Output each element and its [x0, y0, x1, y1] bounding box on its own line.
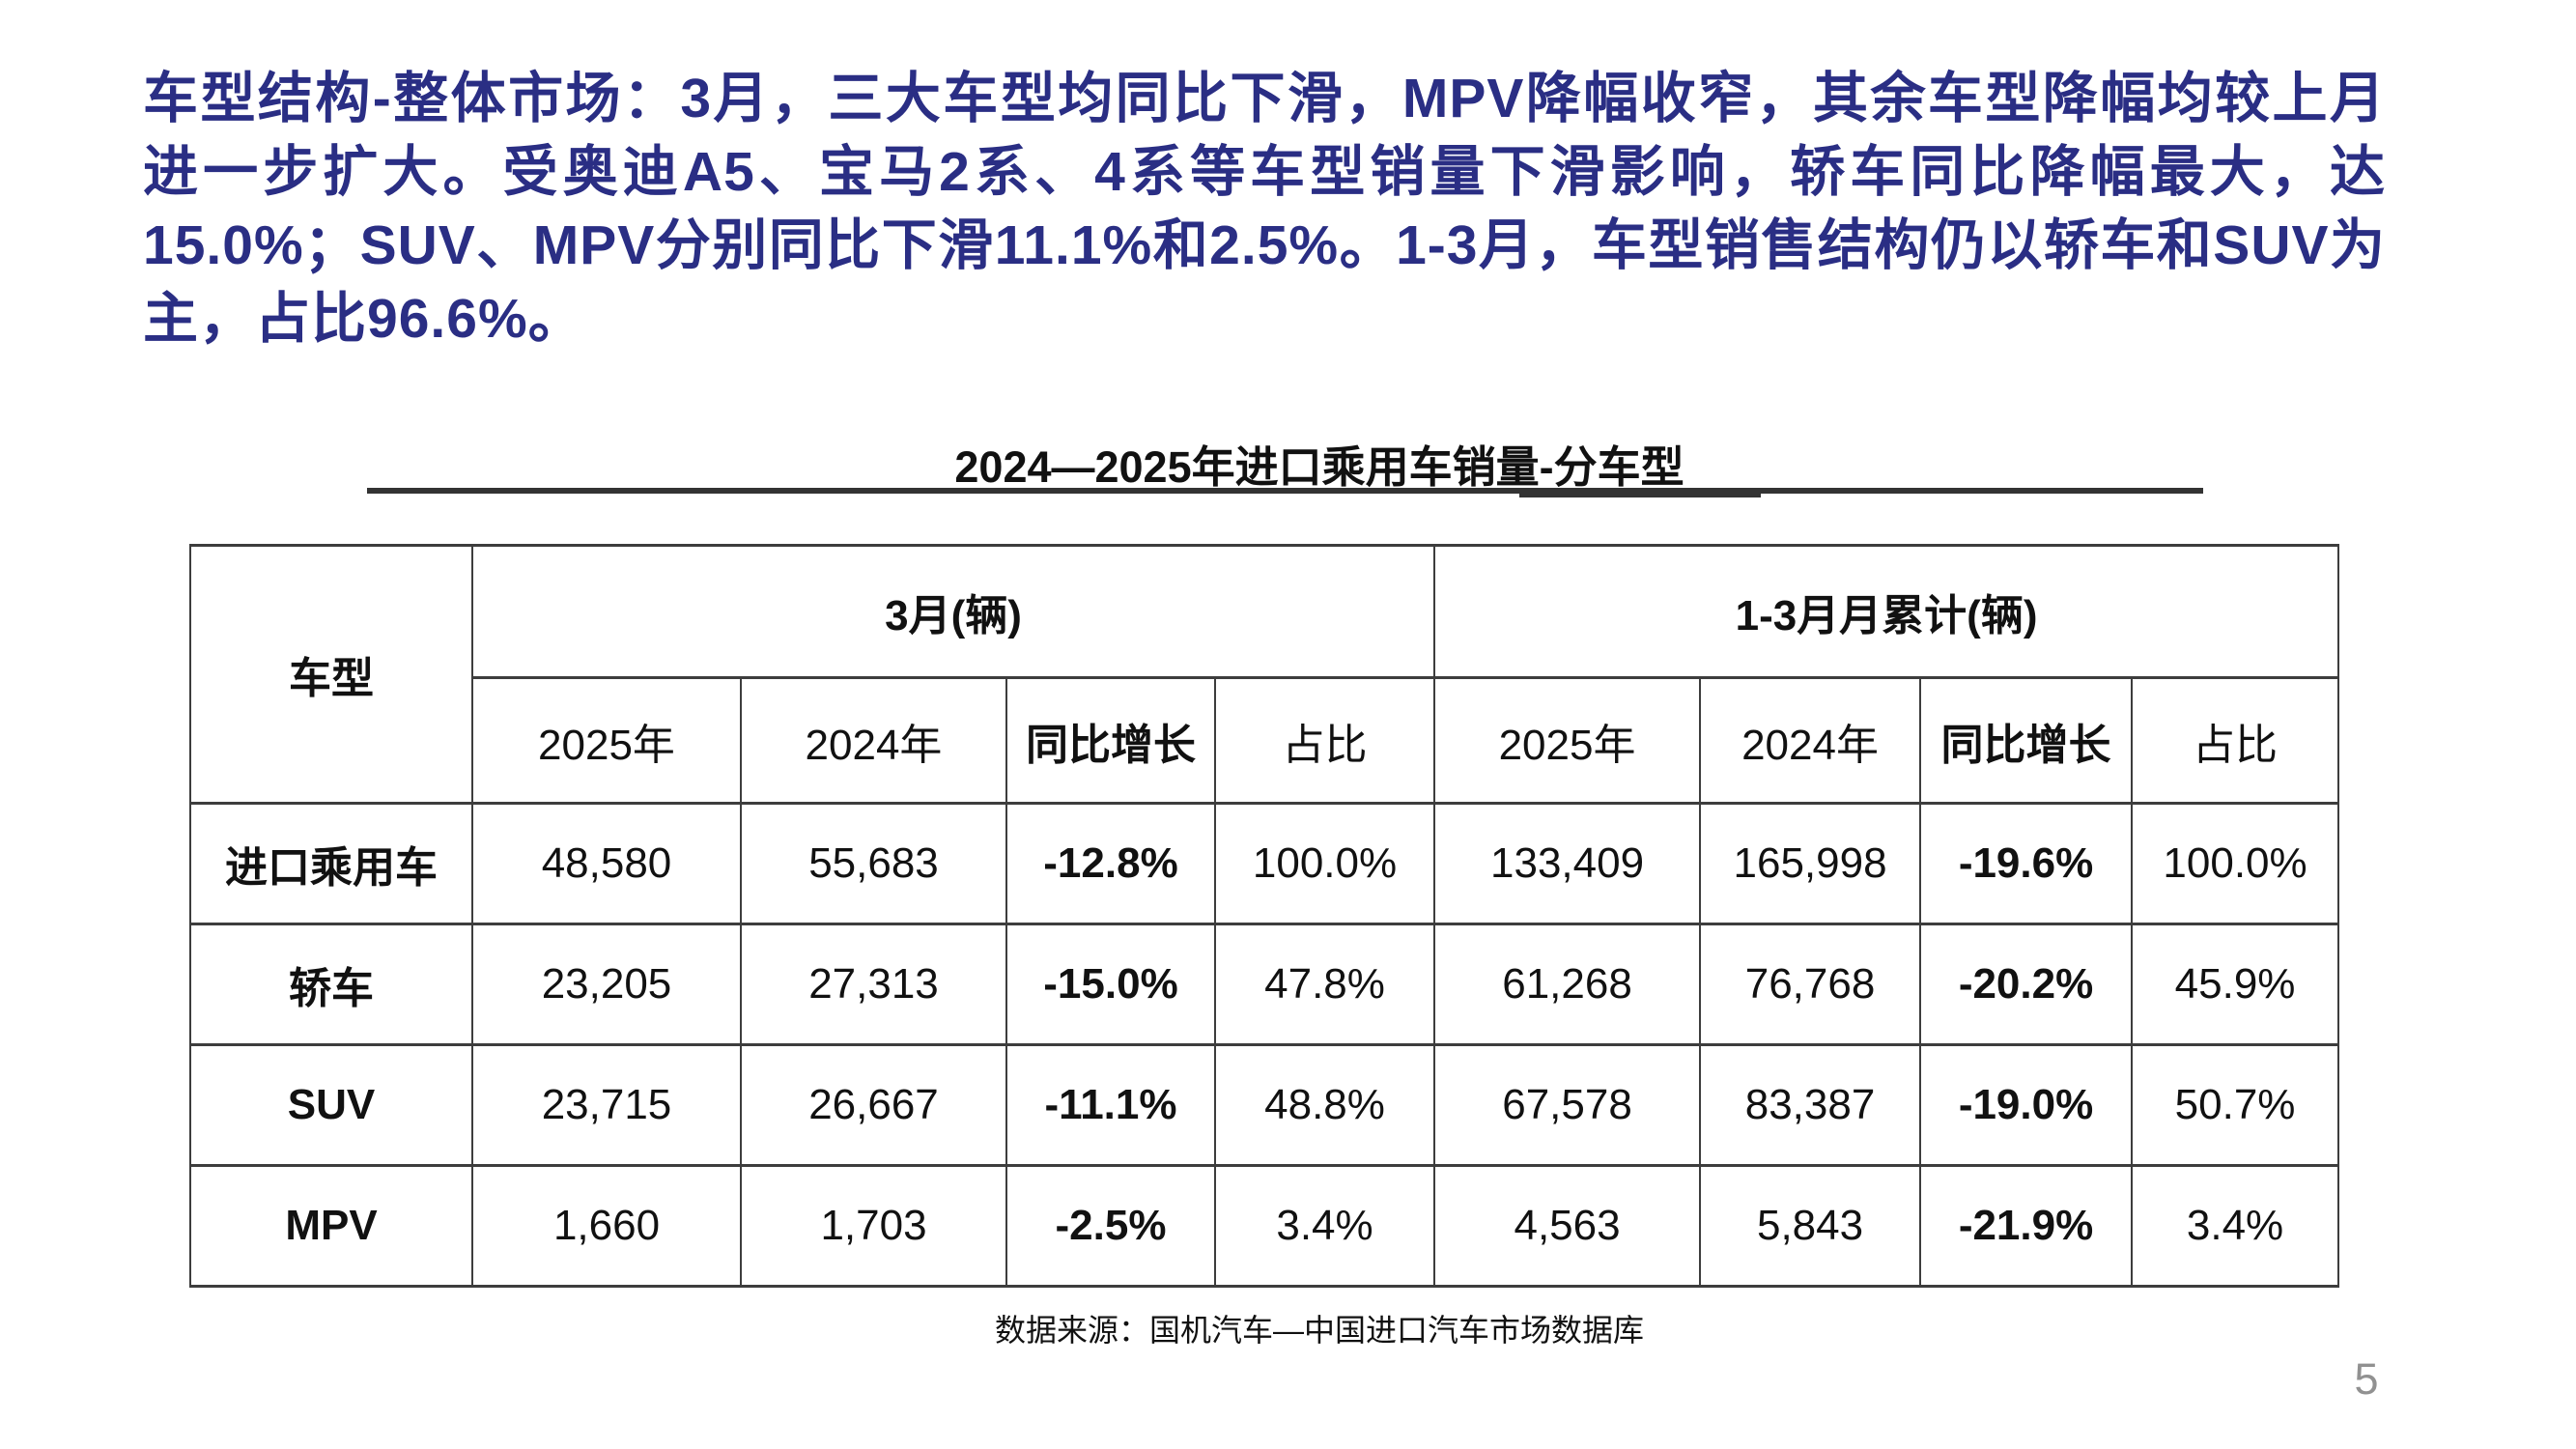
- col-group-march: 3月(辆): [470, 544, 1436, 679]
- col-header-march-2024: 2024年: [740, 676, 1007, 805]
- cell: 47.8%: [1213, 923, 1436, 1046]
- cell: 1,660: [471, 1164, 742, 1288]
- row-label: 轿车: [189, 923, 473, 1046]
- cell: 48,580: [471, 802, 742, 925]
- table-row-mpv: MPV 1,660 1,703 -2.5% 3.4% 4,563 5,843 -…: [189, 1164, 2340, 1288]
- table-row-suv: SUV 23,715 26,667 -11.1% 48.8% 67,578 83…: [189, 1043, 2340, 1167]
- cell: 67,578: [1433, 1043, 1702, 1167]
- title-underline-segment: [1519, 491, 1761, 497]
- cell: 83,387: [1699, 1043, 1922, 1167]
- col-header-cum-2024: 2024年: [1699, 676, 1922, 805]
- col-header-march-2025: 2025年: [471, 676, 742, 805]
- title-underline: [367, 488, 2203, 494]
- col-header-cum-2025: 2025年: [1433, 676, 1702, 805]
- data-source-note: 数据来源：国机汽车—中国进口汽车市场数据库: [994, 1313, 1644, 1348]
- cell: 23,205: [471, 923, 742, 1046]
- cell: 45.9%: [2131, 923, 2340, 1046]
- col-header-cum-yoy: 同比增长: [1919, 676, 2134, 805]
- col-header-cum-share: 占比: [2131, 676, 2340, 805]
- col-header-march-share: 占比: [1213, 676, 1436, 805]
- cell: 76,768: [1699, 923, 1922, 1046]
- headline: 车型结构-整体市场：3月，三大车型均同比下滑，MPV降幅收窄，其余车型降幅均较上…: [143, 68, 2386, 350]
- cell: 1,703: [740, 1164, 1007, 1288]
- col-header-vehicle-type: 车型: [189, 544, 473, 805]
- cell: 50.7%: [2131, 1043, 2340, 1167]
- table-row-imported-passenger-cars: 进口乘用车 48,580 55,683 -12.8% 100.0% 133,40…: [189, 802, 2340, 925]
- cell: 4,563: [1433, 1164, 1702, 1288]
- cell: -19.6%: [1919, 802, 2134, 925]
- cell: -11.1%: [1005, 1043, 1216, 1167]
- header-row-sub: 2025年 2024年 同比增长 占比 2025年 2024年 同比增长 占比: [190, 676, 2340, 805]
- cell: 55,683: [740, 802, 1007, 925]
- cell: 133,409: [1433, 802, 1702, 925]
- cell: 165,998: [1699, 802, 1922, 925]
- table-row-sedan: 轿车 23,205 27,313 -15.0% 47.8% 61,268 76,…: [189, 923, 2340, 1046]
- col-group-cumulative: 1-3月月累计(辆): [1433, 544, 2340, 679]
- cell: 48.8%: [1213, 1043, 1436, 1167]
- row-label: MPV: [189, 1164, 473, 1288]
- page-number: 5: [2354, 1354, 2379, 1404]
- cell: 3.4%: [1213, 1164, 1436, 1288]
- col-header-march-yoy: 同比增长: [1005, 676, 1216, 805]
- cell: -19.0%: [1919, 1043, 2134, 1167]
- cell: 100.0%: [1213, 802, 1436, 925]
- row-label: SUV: [189, 1043, 473, 1167]
- cell: -15.0%: [1005, 923, 1216, 1046]
- cell: 26,667: [740, 1043, 1007, 1167]
- cell: -12.8%: [1005, 802, 1216, 925]
- cell: 23,715: [471, 1043, 742, 1167]
- cell: 27,313: [740, 923, 1007, 1046]
- header-row-groups: 车型 3月(辆) 1-3月月累计(辆): [189, 544, 2340, 805]
- cell: 5,843: [1699, 1164, 1922, 1288]
- table-title: 2024—2025年进口乘用车销量-分车型: [954, 442, 1684, 492]
- row-label: 进口乘用车: [189, 802, 473, 925]
- cell: -2.5%: [1005, 1164, 1216, 1288]
- cell: 100.0%: [2131, 802, 2340, 925]
- sales-by-vehicle-type-table: 车型 3月(辆) 1-3月月累计(辆) 2025年 2024年 同比增长 占比 …: [189, 544, 2340, 1288]
- cell: -20.2%: [1919, 923, 2134, 1046]
- cell: -21.9%: [1919, 1164, 2134, 1288]
- cell: 61,268: [1433, 923, 1702, 1046]
- cell: 3.4%: [2131, 1164, 2340, 1288]
